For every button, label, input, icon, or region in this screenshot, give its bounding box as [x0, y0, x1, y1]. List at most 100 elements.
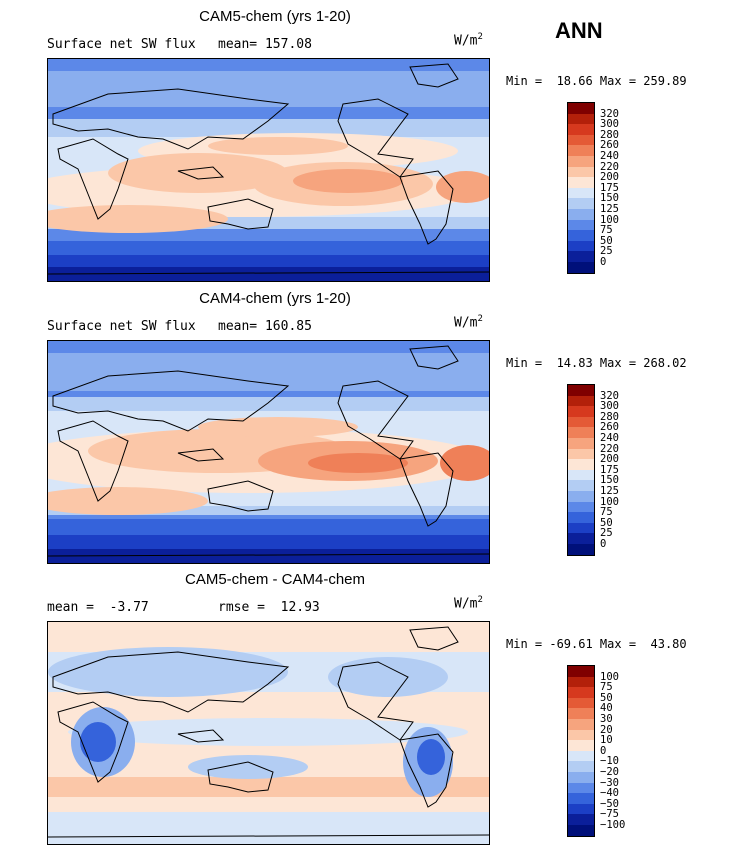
colorbar-swatch: [568, 406, 594, 417]
min-max-label: Min = 18.66 Max = 259.89: [506, 74, 687, 88]
colorbar-tick-label: 100: [600, 495, 619, 508]
units-label: W/m2: [454, 595, 483, 612]
units-label: W/m2: [454, 32, 483, 49]
colorbar-tick-label: 0: [600, 256, 607, 268]
colorbar-tick-label: 260: [600, 139, 619, 152]
colorbar-swatch: [568, 522, 594, 534]
colorbar-swatch: [568, 240, 594, 252]
colorbar-swatch: [568, 198, 594, 209]
colorbar-swatch: [568, 261, 594, 273]
colorbar-tick-label: 320: [600, 389, 619, 402]
map-cam4: [47, 340, 490, 564]
colorbar-tick-label: 40: [600, 702, 613, 715]
colorbar-swatch: [568, 490, 594, 502]
colorbar-tick-label: 0: [600, 538, 607, 550]
colorbar-swatch: [568, 708, 594, 719]
colorbar-swatch: [568, 469, 594, 481]
colorbar-swatch: [568, 740, 594, 751]
colorbar-swatch: [568, 187, 594, 199]
colorbar-tick-label: −10: [600, 755, 619, 768]
colorbar-tick-label: 280: [600, 128, 619, 141]
colorbar: [567, 102, 595, 274]
mean-label: mean= 157.08: [218, 37, 312, 52]
colorbar-swatch: [568, 533, 594, 544]
colorbar-swatch: [568, 448, 594, 460]
colorbar-swatch: [568, 729, 594, 741]
colorbar-tick-label: 50: [600, 234, 613, 247]
colorbar-swatch: [568, 385, 594, 396]
panel-title: CAM5-chem - CAM4-chem: [184, 571, 366, 588]
colorbar-swatch: [568, 230, 594, 241]
colorbar-tick-label: 300: [600, 400, 619, 413]
mean-label: mean= 160.85: [218, 319, 312, 334]
colorbar-swatch: [568, 103, 594, 114]
colorbar-swatch: [568, 824, 594, 836]
colorbar-tick-label: 220: [600, 442, 619, 455]
panel-cam5: CAM5-chem (yrs 1-20) Surface net SW flux…: [0, 0, 733, 282]
colorbar-tick-label: 175: [600, 463, 619, 476]
colorbar-tick-label: 125: [600, 485, 619, 497]
colorbar-swatch: [568, 697, 594, 709]
map-difference: [47, 621, 490, 845]
colorbar-tick-label: 25: [600, 527, 613, 540]
colorbar-swatch: [568, 814, 594, 825]
colorbar-swatch: [568, 166, 594, 178]
colorbar-swatch: [568, 666, 594, 677]
colorbar-tick-label: 240: [600, 150, 619, 162]
colorbar-tick-label: 280: [600, 410, 619, 423]
colorbar-tick-label: 100: [600, 213, 619, 226]
colorbar-tick-label: −75: [600, 808, 619, 821]
season-label: ANN: [555, 18, 603, 43]
sw-flux-map: [48, 59, 489, 281]
colorbar-swatch: [568, 437, 594, 449]
colorbar-swatch: [568, 145, 594, 156]
colorbar-tick-label: 150: [600, 474, 619, 487]
colorbar-swatch: [568, 177, 594, 188]
colorbar: [567, 665, 595, 837]
colorbar-tick-label: 75: [600, 224, 613, 237]
colorbar-swatch: [568, 208, 594, 220]
panel-title: CAM5-chem (yrs 1-20): [199, 8, 351, 25]
colorbar-tick-label: −20: [600, 766, 619, 778]
colorbar-tick-label: 50: [600, 691, 613, 704]
colorbar: [567, 384, 595, 556]
colorbar-tick-label: 200: [600, 453, 619, 466]
colorbar-tick-label: 20: [600, 723, 613, 736]
colorbar-tick-label: 175: [600, 181, 619, 194]
colorbar-swatch: [568, 459, 594, 470]
colorbar-tick-label: −50: [600, 797, 619, 810]
sw-flux-map: [48, 341, 489, 563]
colorbar-swatch: [568, 501, 594, 513]
colorbar-swatch: [568, 761, 594, 772]
colorbar-swatch: [568, 155, 594, 167]
colorbar-swatch: [568, 395, 594, 407]
colorbar-swatch: [568, 687, 594, 698]
colorbar-tick-label: 100: [600, 670, 619, 683]
colorbar-tick-label: 240: [600, 432, 619, 444]
colorbar-swatch: [568, 782, 594, 794]
colorbar-swatch: [568, 251, 594, 262]
colorbar-swatch: [568, 771, 594, 783]
field-label: Surface net SW flux: [47, 319, 196, 334]
field-label: Surface net SW flux: [47, 37, 196, 52]
colorbar-swatch: [568, 793, 594, 804]
colorbar-tick-label: −30: [600, 776, 619, 789]
colorbar-tick-label: 25: [600, 245, 613, 258]
colorbar-swatch: [568, 803, 594, 815]
colorbar-tick-label: 75: [600, 506, 613, 519]
colorbar-tick-label: 300: [600, 118, 619, 131]
colorbar-swatch: [568, 124, 594, 135]
colorbar-tick-label: 220: [600, 160, 619, 173]
colorbar-swatch: [568, 416, 594, 428]
panel-difference: CAM5-chem - CAM4-chem mean = -3.77 rmse …: [0, 563, 733, 847]
panel-title: CAM4-chem (yrs 1-20): [199, 290, 351, 307]
colorbar-tick-label: 260: [600, 421, 619, 434]
colorbar-swatch: [568, 134, 594, 146]
colorbar-tick-label: 30: [600, 713, 613, 725]
map-cam5: [47, 58, 490, 282]
min-max-label: Min = 14.83 Max = 268.02: [506, 356, 687, 370]
colorbar-swatch: [568, 219, 594, 231]
colorbar-tick-label: 125: [600, 203, 619, 215]
panel-cam4: CAM4-chem (yrs 1-20) Surface net SW flux…: [0, 282, 733, 564]
colorbar-swatch: [568, 427, 594, 438]
